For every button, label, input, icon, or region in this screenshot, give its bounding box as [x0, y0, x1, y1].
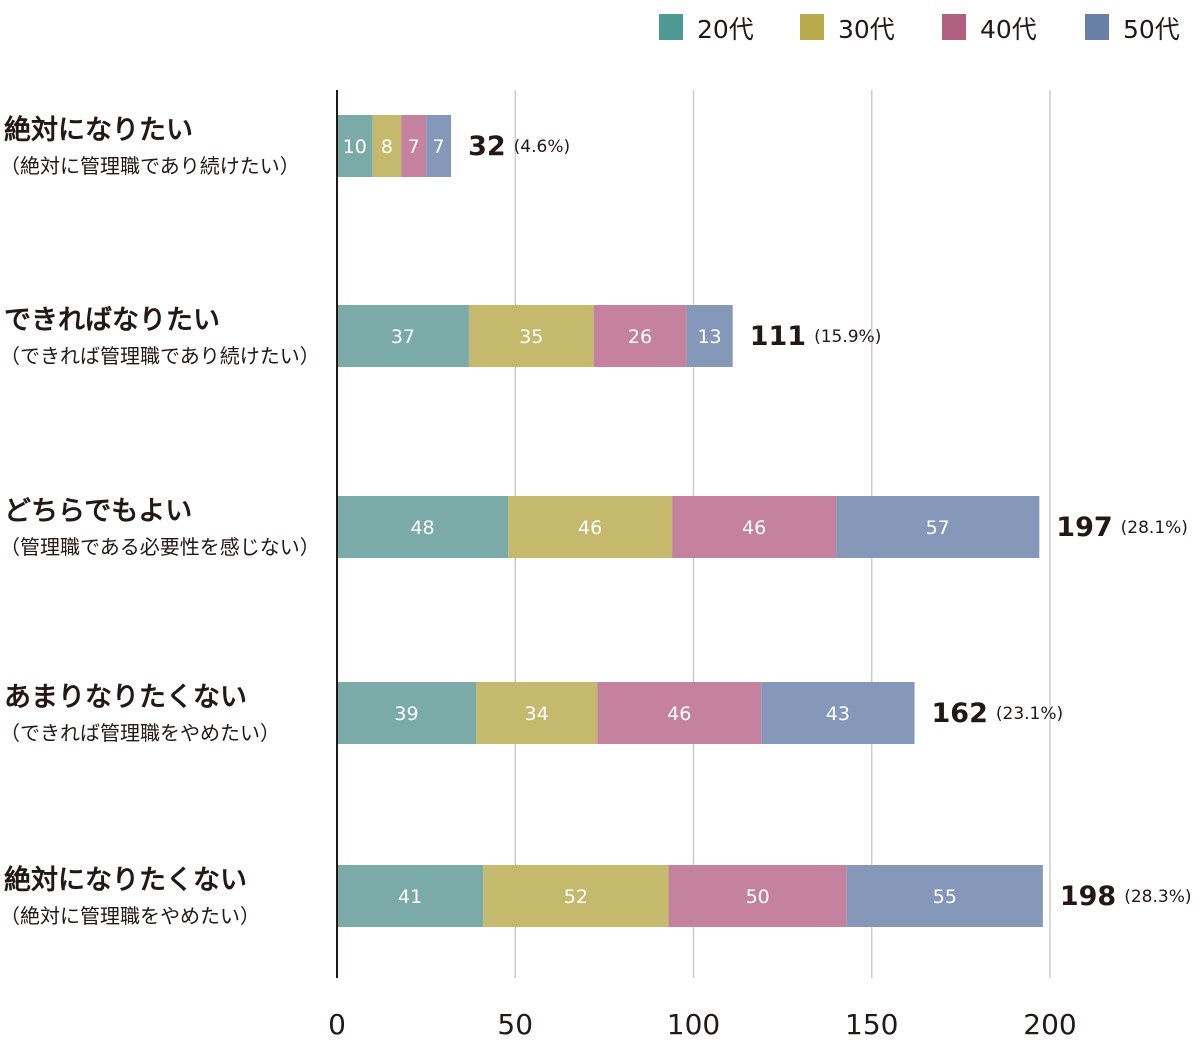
percent-label: (28.1%) — [1121, 518, 1188, 538]
x-tick-label: 200 — [1023, 1008, 1076, 1041]
segment-value-label: 8 — [381, 136, 393, 158]
bar-segment — [337, 305, 469, 367]
bar-segment — [836, 496, 1040, 558]
segment-value-label: 39 — [394, 703, 418, 725]
total-value-label: 198 — [1060, 881, 1116, 912]
segment-value-label: 7 — [433, 136, 445, 158]
segment-value-label: 41 — [398, 886, 422, 908]
segment-value-label: 50 — [746, 886, 770, 908]
percent-label: (28.3%) — [1124, 887, 1191, 907]
segment-value-label: 48 — [410, 517, 434, 539]
bar-segment — [468, 305, 594, 367]
segment-value-label: 10 — [343, 136, 367, 158]
bar-segment — [761, 682, 915, 744]
percent-label: (23.1%) — [996, 704, 1063, 724]
bar-segment — [337, 865, 484, 927]
legend-swatch — [659, 14, 683, 40]
bar-segment — [483, 865, 669, 927]
segment-value-label: 34 — [525, 703, 549, 725]
x-tick-label: 50 — [497, 1008, 533, 1041]
segment-value-label: 35 — [519, 326, 543, 348]
total-value-label: 162 — [932, 698, 988, 729]
legend-label: 50代 — [1123, 15, 1180, 44]
x-tick-label: 100 — [667, 1008, 720, 1041]
bar-segment — [597, 682, 762, 744]
category-sublabel: （管理職である必要性を感じない） — [0, 535, 320, 559]
category-label: できればなりたい — [4, 305, 220, 336]
bar-segment — [337, 115, 373, 177]
bar-segment — [337, 682, 477, 744]
segment-value-label: 43 — [826, 703, 850, 725]
bar-segment — [476, 682, 598, 744]
bar-segment — [846, 865, 1043, 927]
bar-segment — [337, 496, 509, 558]
bar-segment — [668, 865, 847, 927]
bar-segment — [372, 115, 402, 177]
total-value-label: 32 — [468, 131, 506, 162]
segment-value-label: 26 — [628, 326, 652, 348]
category-sublabel: （絶対に管理職であり続けたい） — [0, 154, 300, 178]
legend-label: 40代 — [980, 15, 1037, 44]
bar-segment — [426, 115, 452, 177]
category-sublabel: （できれば管理職であり続けたい） — [0, 344, 320, 368]
segment-value-label: 55 — [933, 886, 957, 908]
segment-value-label: 13 — [697, 326, 721, 348]
legend-label: 20代 — [697, 15, 754, 44]
percent-label: (15.9%) — [814, 327, 881, 347]
category-label: 絶対になりたくない — [4, 864, 247, 896]
legend-label: 30代 — [838, 15, 895, 44]
total-value-label: 111 — [750, 321, 806, 352]
category-label: 絶対になりたい — [4, 114, 193, 146]
category-label: あまりなりたくない — [4, 682, 247, 713]
bar-segment — [401, 115, 427, 177]
bar-segment — [508, 496, 673, 558]
segment-value-label: 46 — [667, 703, 691, 725]
x-tick-label: 0 — [328, 1008, 346, 1041]
legend-swatch — [942, 14, 966, 40]
bar-segment — [686, 305, 733, 367]
segment-value-label: 46 — [578, 517, 602, 539]
category-sublabel: （絶対に管理職をやめたい） — [0, 904, 260, 928]
category-label: どちらでもよい — [4, 496, 192, 527]
legend-swatch — [800, 14, 824, 40]
category-sublabel: （できれば管理職をやめたい） — [0, 721, 280, 745]
segment-value-label: 37 — [391, 326, 415, 348]
total-value-label: 197 — [1056, 512, 1112, 543]
bar-segment — [672, 496, 837, 558]
segment-value-label: 52 — [564, 886, 588, 908]
x-tick-label: 150 — [845, 1008, 898, 1041]
bar-segment — [593, 305, 687, 367]
percent-label: (4.6%) — [514, 137, 570, 157]
segment-value-label: 7 — [408, 136, 420, 158]
segment-value-label: 46 — [742, 517, 766, 539]
legend-swatch — [1085, 14, 1109, 40]
segment-value-label: 57 — [926, 517, 950, 539]
